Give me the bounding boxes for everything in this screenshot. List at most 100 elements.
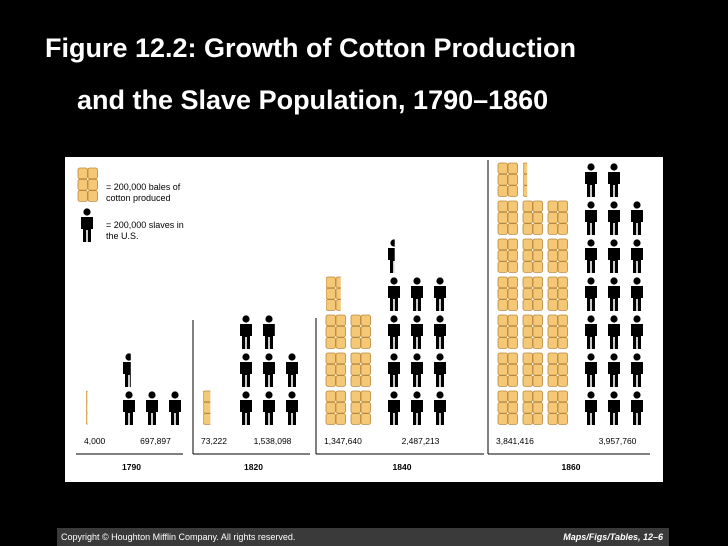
bale xyxy=(522,401,533,414)
bale xyxy=(547,261,558,273)
bale xyxy=(532,352,543,365)
bale xyxy=(547,352,558,365)
bale xyxy=(350,325,361,338)
bale xyxy=(360,352,371,365)
bale xyxy=(350,314,361,327)
bale xyxy=(507,375,518,387)
head xyxy=(587,239,595,247)
head xyxy=(610,353,618,361)
bale xyxy=(350,390,361,403)
category-label: 1790 xyxy=(122,462,141,472)
head xyxy=(288,353,296,361)
bale xyxy=(325,401,336,414)
bale xyxy=(326,287,336,300)
bale xyxy=(522,325,533,338)
bale xyxy=(497,249,508,262)
bale xyxy=(532,238,543,251)
body xyxy=(146,400,158,425)
bale xyxy=(325,352,336,365)
bale xyxy=(507,173,518,186)
bale xyxy=(497,287,508,300)
body xyxy=(434,400,446,425)
head xyxy=(587,391,595,399)
head xyxy=(610,391,618,399)
body xyxy=(434,362,446,387)
body xyxy=(631,248,643,273)
body xyxy=(608,286,620,311)
legend-icon xyxy=(77,167,98,202)
bale xyxy=(523,173,528,186)
bale xyxy=(522,211,533,224)
bale xyxy=(532,211,543,224)
body xyxy=(608,210,620,235)
bale xyxy=(522,352,533,365)
body xyxy=(631,210,643,235)
body xyxy=(585,362,597,387)
bale xyxy=(360,325,371,338)
bale xyxy=(350,413,361,425)
bale xyxy=(497,223,508,235)
bale xyxy=(547,238,558,251)
bale xyxy=(547,363,558,376)
bale xyxy=(532,375,543,387)
head xyxy=(265,391,273,399)
body xyxy=(608,400,620,425)
bale xyxy=(335,390,346,403)
bale xyxy=(326,276,336,289)
bale xyxy=(497,211,508,224)
bale xyxy=(87,178,98,191)
legend-text: = 200,000 slaves in the U.S. xyxy=(106,220,184,241)
body xyxy=(585,324,597,349)
bale xyxy=(497,401,508,414)
bale xyxy=(532,401,543,414)
head xyxy=(436,391,444,399)
bale xyxy=(522,375,533,387)
bale xyxy=(522,363,533,376)
body xyxy=(286,362,298,387)
partial-icon xyxy=(388,239,395,273)
bale xyxy=(547,375,558,387)
body xyxy=(631,324,643,349)
partial-icon xyxy=(523,162,528,197)
bale xyxy=(522,261,533,273)
bale xyxy=(497,375,508,387)
cotton-stack xyxy=(86,390,88,425)
bale xyxy=(532,287,543,300)
bale xyxy=(360,401,371,414)
body xyxy=(123,400,135,425)
bale xyxy=(532,299,543,311)
bale xyxy=(557,223,568,235)
bale xyxy=(507,211,518,224)
bale xyxy=(350,337,361,349)
bale xyxy=(557,401,568,414)
bale xyxy=(523,185,528,197)
bale xyxy=(325,314,336,327)
body xyxy=(585,210,597,235)
head xyxy=(390,391,398,399)
bale xyxy=(547,223,558,235)
bale xyxy=(497,363,508,376)
head xyxy=(390,353,398,361)
body xyxy=(585,400,597,425)
cotton-stack xyxy=(325,276,371,425)
bale xyxy=(497,314,508,327)
bale xyxy=(557,325,568,338)
value-label: 1,347,640 xyxy=(324,436,362,446)
head xyxy=(242,315,250,323)
bale xyxy=(507,314,518,327)
bale xyxy=(557,314,568,327)
slave-stack xyxy=(123,353,181,425)
bale xyxy=(335,314,346,327)
legend-icon xyxy=(81,208,93,242)
bale xyxy=(360,390,371,403)
bale xyxy=(326,299,336,311)
bale xyxy=(360,337,371,349)
bale xyxy=(497,173,508,186)
bale xyxy=(522,200,533,213)
head xyxy=(125,391,133,399)
partial-icon xyxy=(326,276,341,311)
body xyxy=(585,248,597,273)
body xyxy=(585,286,597,311)
bale xyxy=(325,375,336,387)
